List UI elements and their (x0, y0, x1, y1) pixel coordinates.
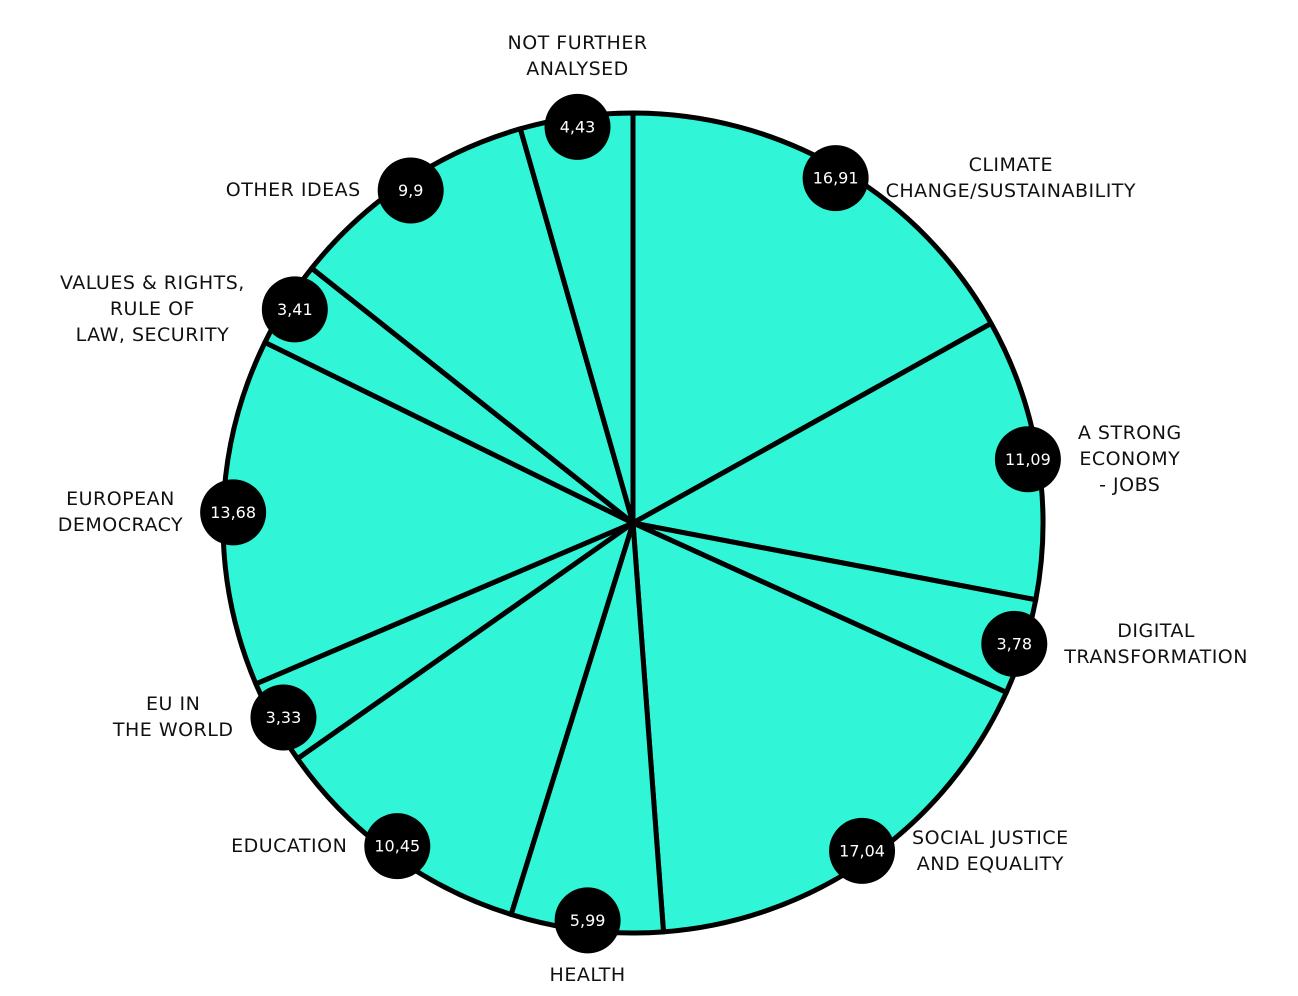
category-label: CLIMATE CHANGE/SUSTAINABILITY (885, 154, 1137, 203)
category-label: A STRONG ECONOMY - JOBS (1077, 422, 1182, 497)
category-label: OTHER IDEAS (225, 179, 361, 202)
value-badge (250, 684, 317, 751)
value-badge (544, 93, 611, 160)
value-badge (981, 610, 1048, 677)
value-badge (261, 276, 328, 343)
value-label: 3,78 (996, 634, 1032, 653)
category-label: VALUES & RIGHTS, RULE OF LAW, SECURITY (60, 272, 245, 347)
value-label: 3,33 (266, 708, 302, 727)
category-label: EUROPEAN DEMOCRACY (57, 488, 184, 537)
category-label: EDUCATION (231, 835, 348, 858)
value-label: 10,45 (374, 837, 420, 856)
value-label: 13,68 (210, 503, 256, 522)
value-label: 3,41 (277, 300, 313, 319)
category-label: NOT FURTHER ANALYSED (507, 31, 648, 80)
category-label: DIGITAL TRANSFORMATION (1064, 619, 1248, 668)
category-label: SOCIAL JUSTICE AND EQUALITY (912, 826, 1069, 875)
value-badge (802, 145, 869, 212)
value-label: 4,43 (560, 117, 596, 136)
value-badge (364, 813, 431, 880)
value-badge (994, 426, 1061, 493)
value-badge (554, 887, 621, 954)
value-label: 16,91 (813, 169, 859, 188)
value-badge (829, 817, 896, 884)
value-label: 9,9 (398, 181, 423, 200)
value-label: 17,04 (839, 841, 885, 860)
category-label: EU IN THE WORLD (112, 693, 234, 742)
value-badge (200, 479, 267, 546)
category-label: HEALTH (549, 964, 626, 987)
value-label: 11,09 (1005, 450, 1051, 469)
value-label: 5,99 (570, 911, 606, 930)
value-badge (377, 157, 444, 224)
